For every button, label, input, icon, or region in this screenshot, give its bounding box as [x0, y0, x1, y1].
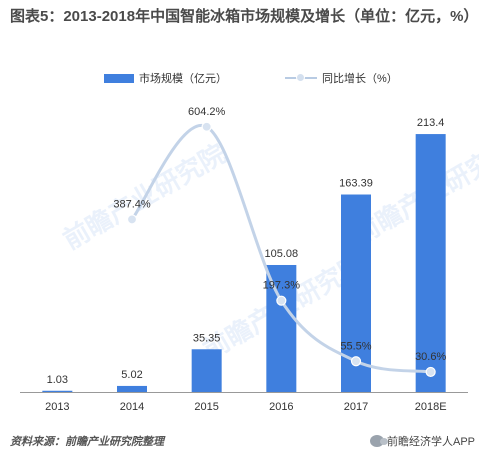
bar-label-2014: 5.02: [121, 369, 142, 381]
footer-brand: 前瞻经济学人APP: [369, 433, 475, 449]
bar-2015: [191, 349, 222, 392]
line-label-2018E: 30.6%: [415, 351, 446, 363]
line-label-2017: 55.5%: [340, 340, 371, 352]
line-point-2014: [126, 214, 138, 225]
bar-2018E: [415, 134, 446, 393]
chart-title: 图表5：2013-2018年中国智能冰箱市场规模及增长（单位：亿元，%）: [10, 8, 479, 25]
bars: [42, 134, 446, 393]
x-tick-2018E: 2018E: [415, 401, 447, 413]
line-point-2015: [201, 121, 212, 132]
bar-label-2015: 35.35: [193, 332, 221, 344]
line-point-2018E: [425, 366, 436, 378]
legend-line-swatch: [285, 72, 317, 84]
growth-line: [130, 123, 431, 374]
line-points: [126, 121, 436, 378]
footer-brand-label: 前瞻经济学人APP: [386, 436, 475, 448]
x-tick-2014: 2014: [120, 401, 144, 413]
x-tick-labels: 2013 2014 2015 2016 2017 2018E: [45, 401, 446, 413]
line-label-2016: 197.3%: [263, 280, 301, 292]
x-tick-2016: 2016: [269, 401, 293, 413]
bar-2016: [266, 264, 297, 392]
bar-label-2013: 1.03: [47, 374, 68, 386]
bar-2013: [42, 390, 73, 392]
legend-bar-swatch: [104, 73, 134, 83]
x-tick-2017: 2017: [344, 401, 368, 413]
legend-item-market-size: 市场规模（亿元）: [104, 70, 227, 86]
bar-labels: 1.03 5.02 35.35 105.08 163.39 213.4: [47, 117, 445, 386]
legend-label-market-size: 市场规模（亿元）: [139, 73, 227, 85]
line-point-2017: [350, 356, 362, 367]
bar-label-2018E: 213.4: [417, 117, 445, 129]
bar-label-2016: 105.08: [265, 248, 299, 260]
legend-item-growth: 同比增长（%）: [285, 70, 398, 86]
wechat-icon: [369, 435, 388, 447]
line-labels: 387.4% 604.2% 197.3% 55.5% 30.6%: [113, 106, 446, 363]
line-label-2015: 604.2%: [188, 106, 226, 118]
x-tick-2015: 2015: [194, 401, 218, 413]
line-label-2014: 387.4%: [113, 198, 151, 210]
source-note: 资料来源：前瞻产业研究院整理: [10, 436, 164, 448]
x-tick-2013: 2013: [45, 401, 69, 413]
legend: 市场规模（亿元） 同比增长（%）: [0, 70, 479, 86]
line-point-2016: [276, 295, 287, 306]
bar-2014: [117, 385, 147, 392]
legend-label-growth: 同比增长（%）: [322, 73, 398, 85]
bar-label-2017: 163.39: [339, 178, 373, 190]
